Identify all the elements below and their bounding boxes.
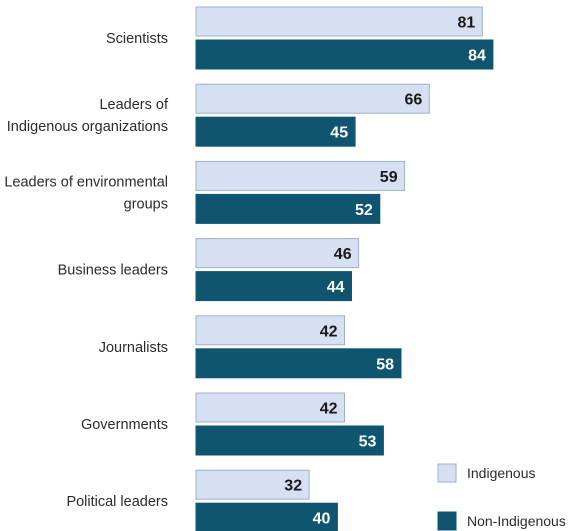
- bar-non-indigenous-business-leaders: [195, 271, 352, 302]
- value-label-non-indigenous-business-leaders: 44: [327, 279, 345, 296]
- value-label-indigenous-political-leaders: 32: [284, 478, 302, 495]
- category-label-leaders-of-environmental-groups-line-1: Leaders of environmental: [4, 174, 168, 190]
- bar-non-indigenous-scientists: [195, 39, 494, 70]
- value-label-indigenous-journalists: 42: [320, 323, 338, 340]
- value-label-non-indigenous-governments: 53: [359, 434, 377, 451]
- value-label-indigenous-scientists: 81: [458, 15, 476, 32]
- bar-non-indigenous-leaders-of-environmental-groups: [195, 193, 381, 224]
- value-label-indigenous-governments: 42: [320, 401, 338, 418]
- category-label-business-leaders: Business leaders: [58, 263, 168, 279]
- bar-indigenous-scientists: [195, 6, 483, 37]
- bar-indigenous-political-leaders: [195, 469, 310, 500]
- bar-non-indigenous-journalists: [195, 348, 402, 379]
- category-labels: Scientists Leaders of Indigenous organizat…: [4, 31, 169, 510]
- value-label-indigenous-leaders-of-environmental-groups: 59: [380, 169, 398, 186]
- value-label-non-indigenous-scientists: 84: [468, 48, 486, 65]
- legend-label-indigenous: Indigenous: [467, 465, 536, 481]
- bar-non-indigenous-leaders-of-indigenous-organizations: [195, 116, 356, 147]
- bar-non-indigenous-governments: [195, 425, 384, 456]
- category-label-scientists: Scientists: [106, 31, 168, 47]
- legend-label-non-indigenous: Non-Indigenous: [467, 513, 566, 529]
- value-label-non-indigenous-political-leaders: 40: [313, 511, 331, 528]
- category-label-journalists: Journalists: [99, 340, 168, 356]
- bar-non-indigenous-political-leaders: [195, 502, 338, 531]
- value-label-indigenous-leaders-of-indigenous-organizations: 66: [405, 92, 423, 109]
- category-label-leaders-of-indigenous-organizations-line-2: Indigenous organizations: [7, 119, 168, 135]
- bar-indigenous-journalists: [195, 315, 345, 346]
- category-label-governments: Governments: [81, 417, 168, 433]
- value-label-indigenous-business-leaders: 46: [334, 246, 352, 263]
- category-label-political-leaders: Political leaders: [66, 494, 168, 510]
- value-label-non-indigenous-journalists: 58: [376, 356, 394, 373]
- value-labels: 81 84 66 45 59 52 46 44 42 58 42 53 32 40: [284, 15, 486, 528]
- bar-indigenous-leaders-of-environmental-groups: [195, 160, 406, 191]
- bar-indigenous-business-leaders: [195, 238, 360, 269]
- category-label-leaders-of-environmental-groups-line-2: groups: [124, 196, 168, 212]
- bar-indigenous-leaders-of-indigenous-organizations: [195, 83, 430, 114]
- value-label-non-indigenous-leaders-of-environmental-groups: 52: [355, 202, 373, 219]
- category-label-leaders-of-indigenous-organizations-line-1: Leaders of: [99, 97, 168, 113]
- value-label-non-indigenous-leaders-of-indigenous-organizations: 45: [330, 125, 348, 142]
- bars: [195, 6, 494, 531]
- legend: Indigenous Non-Indigenous: [437, 463, 566, 531]
- legend-swatch-non-indigenous: [437, 511, 457, 531]
- bar-indigenous-governments: [195, 392, 345, 423]
- legend-swatch-indigenous: [437, 463, 457, 483]
